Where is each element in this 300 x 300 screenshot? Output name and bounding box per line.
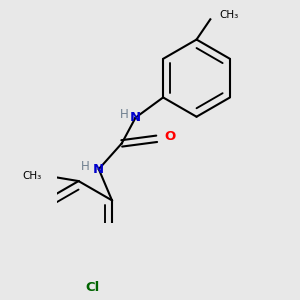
Text: CH₃: CH₃ [220,10,239,20]
Text: Cl: Cl [85,281,100,294]
Text: H: H [119,108,128,122]
Text: N: N [130,111,141,124]
Text: O: O [164,130,175,143]
Text: CH₃: CH₃ [22,172,42,182]
Text: H: H [81,160,90,173]
Text: N: N [93,163,104,176]
